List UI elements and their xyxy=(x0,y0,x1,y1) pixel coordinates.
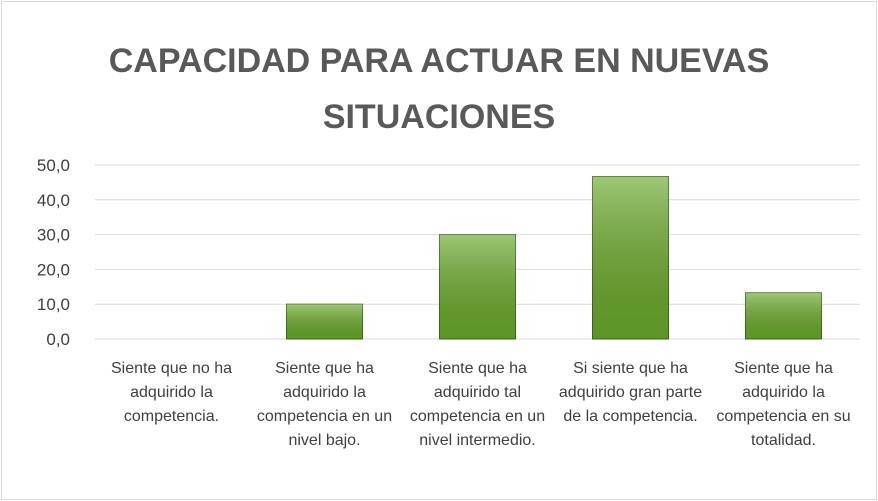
x-tick-label: Siente que no ha adquirido la competencia. xyxy=(111,360,232,425)
bar-shade xyxy=(592,176,669,339)
x-tick-label: Siente que ha adquirido tal competencia en… xyxy=(410,360,545,449)
x-tick-label: Siente que ha adquirido la competencia en … xyxy=(257,360,392,449)
chart-title: CAPACIDAD PARA ACTUAR EN NUEVAS SITUACION… xyxy=(109,42,770,136)
y-tick-label: 0,0 xyxy=(46,330,70,349)
x-tick-label: Siente que ha adquirido la competencia en … xyxy=(716,360,850,449)
y-tick-label: 50,0 xyxy=(37,156,70,175)
y-tick-label: 30,0 xyxy=(37,226,70,245)
bar-shade xyxy=(286,304,363,339)
y-tick-label: 10,0 xyxy=(37,295,70,314)
x-tick-label: Si siente que ha adquirido gran parte de l… xyxy=(559,360,702,425)
y-tick-label: 20,0 xyxy=(37,260,70,279)
y-tick-label: 40,0 xyxy=(37,191,70,210)
bar-shade xyxy=(439,234,516,339)
bar-shade xyxy=(745,292,822,339)
